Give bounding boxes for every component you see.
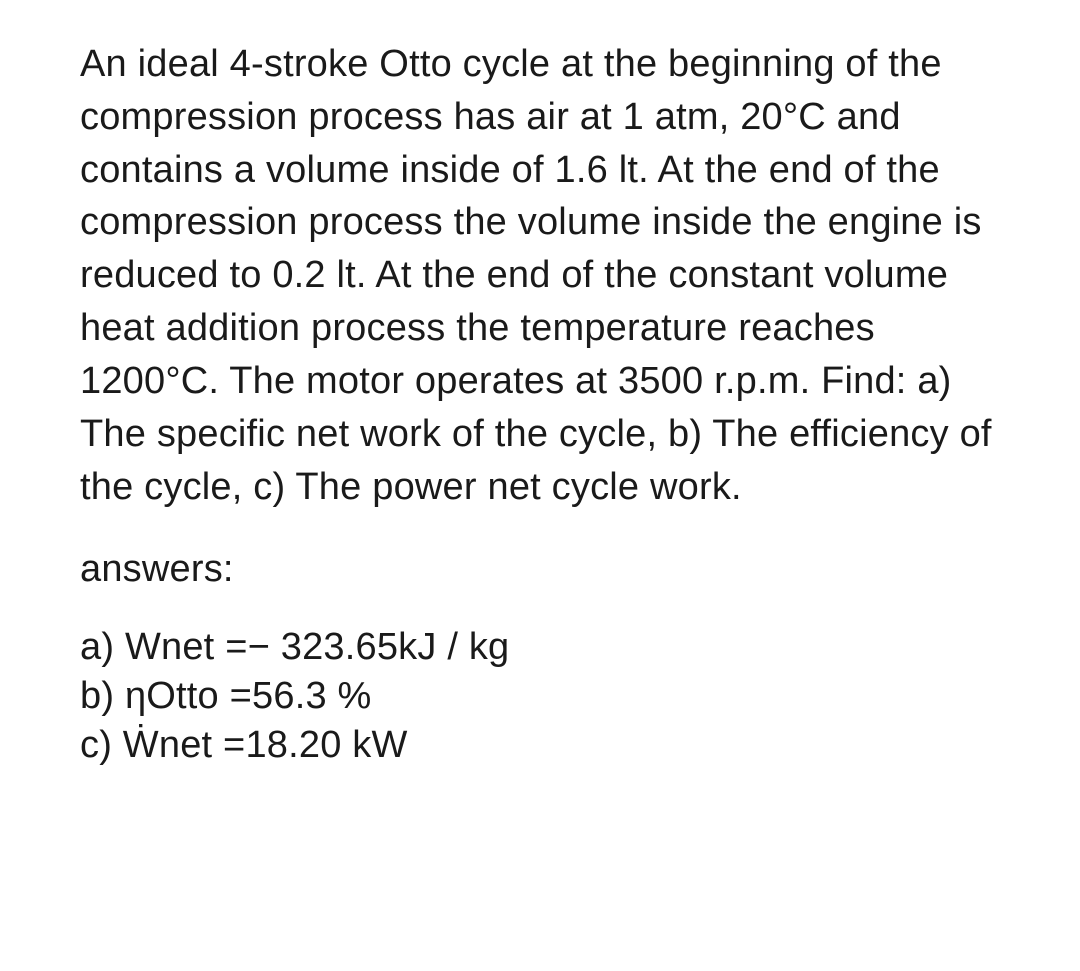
answer-b: b) ηOtto =56.3 % bbox=[80, 672, 1000, 721]
problem-statement: An ideal 4-stroke Otto cycle at the begi… bbox=[80, 38, 1000, 513]
answer-c: c) Ẇnet =18.20 kW bbox=[80, 721, 1000, 770]
answers-label: answers: bbox=[80, 543, 1000, 596]
answer-a: a) Wnet =− 323.65kJ / kg bbox=[80, 623, 1000, 672]
